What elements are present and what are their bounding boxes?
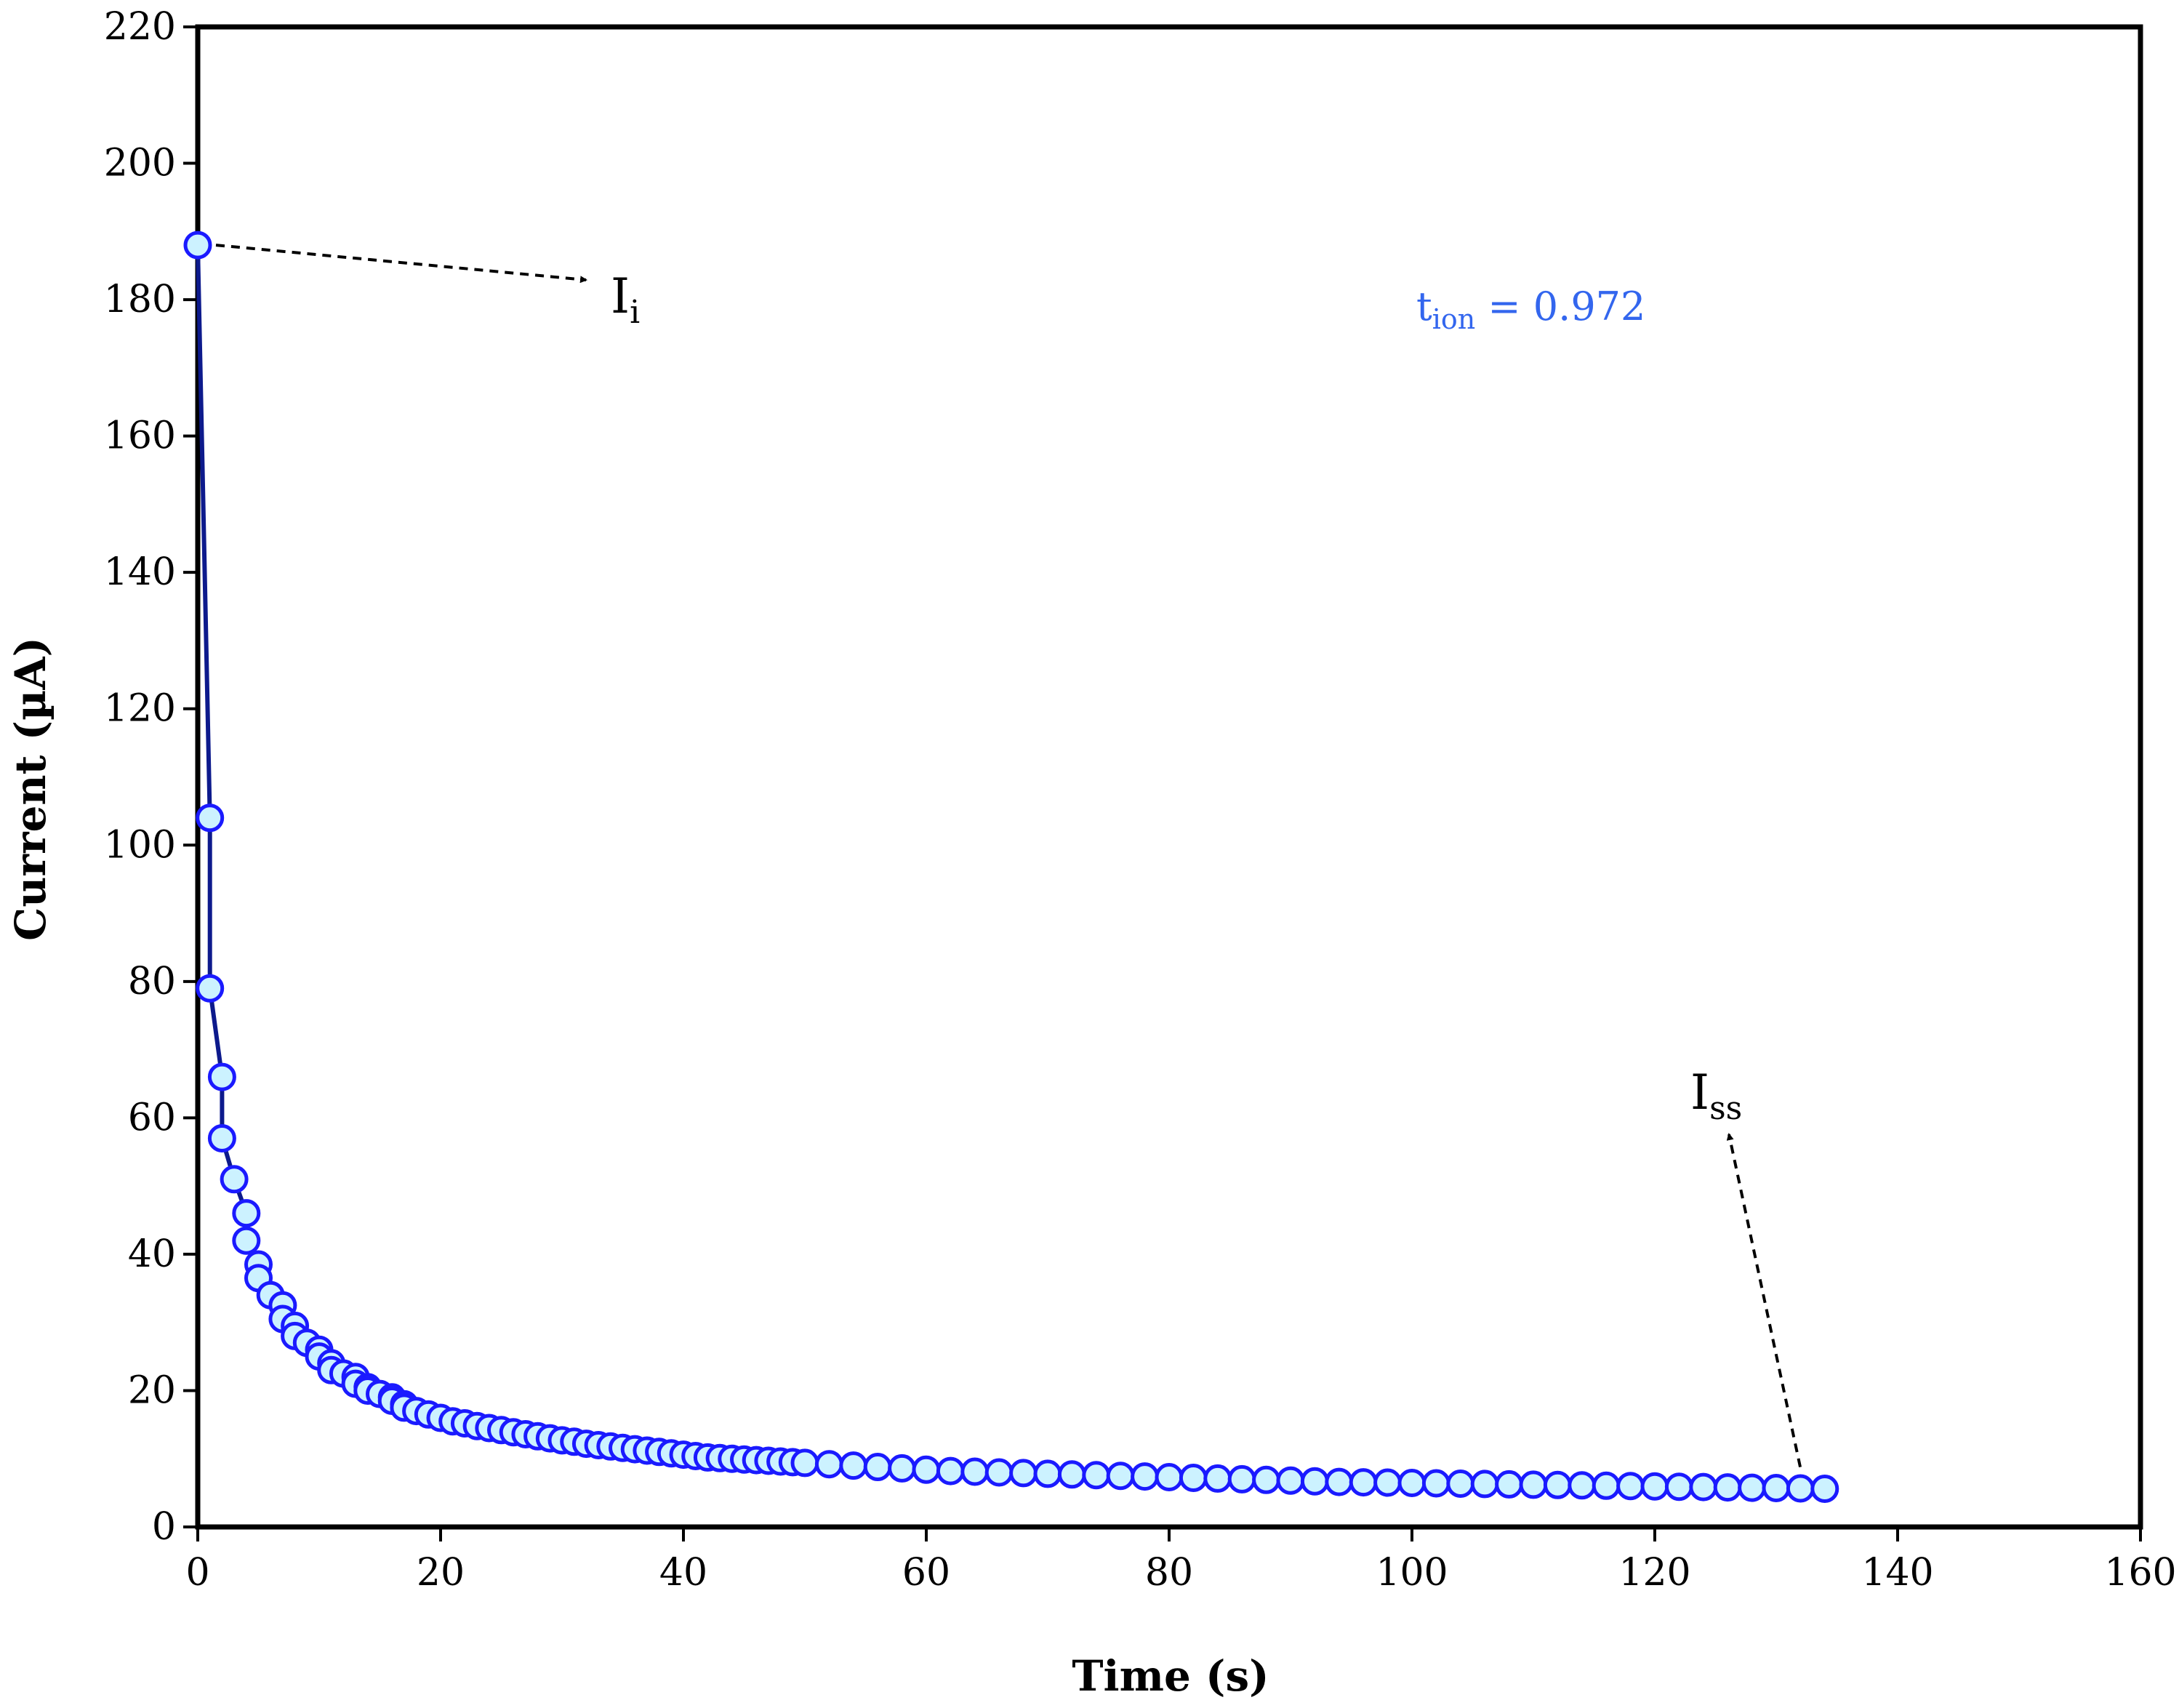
data-point: [1421, 1469, 1450, 1498]
data-point: [1738, 1473, 1767, 1502]
x-tick-label: 60: [902, 1551, 950, 1595]
y-tick-label: 40: [128, 1232, 176, 1276]
steady-state-current-arrow: [1726, 1133, 1802, 1468]
data-point: [1227, 1464, 1256, 1494]
y-axis-title: Current (µA): [6, 637, 55, 941]
data-point: [790, 1448, 819, 1478]
data-point: [1689, 1472, 1718, 1501]
data-point: [1349, 1468, 1378, 1497]
data-point: [863, 1453, 892, 1481]
data-point: [1373, 1468, 1402, 1497]
data-point: [984, 1458, 1014, 1487]
data-point: [1519, 1470, 1548, 1499]
current-series-markers: [183, 230, 1839, 1503]
data-point: [1495, 1470, 1524, 1499]
initial-current-label-sub: i: [630, 294, 640, 331]
transference-number-annotation: tion = 0.972: [1416, 284, 1645, 335]
y-axis: 0 20 40 60 80 100 120 140 160 180 200 220: [104, 5, 198, 1549]
data-point: [1592, 1471, 1621, 1500]
data-point: [232, 1199, 261, 1228]
y-tick-label: 20: [128, 1368, 176, 1412]
current-series-line: [196, 245, 1825, 1491]
data-point: [839, 1451, 868, 1480]
x-tick-label: 40: [659, 1551, 707, 1595]
data-point: [1762, 1474, 1791, 1502]
y-tick-label: 140: [104, 550, 176, 594]
data-point: [1082, 1461, 1111, 1490]
transference-number-value: = 0.972: [1475, 284, 1645, 329]
y-tick-label: 60: [128, 1096, 176, 1139]
data-point: [207, 1062, 236, 1091]
x-axis-title: Time (s): [1072, 1651, 1269, 1701]
initial-current-label: Ii: [611, 268, 640, 331]
data-point: [814, 1450, 843, 1479]
y-tick-label: 0: [152, 1505, 176, 1549]
data-point: [888, 1454, 917, 1483]
data-point: [1568, 1471, 1597, 1500]
data-point: [1203, 1464, 1232, 1493]
data-point: [1543, 1470, 1572, 1499]
x-tick-label: 80: [1145, 1551, 1193, 1595]
data-point: [1300, 1467, 1329, 1496]
data-point: [1470, 1470, 1499, 1499]
steady-state-current-label: Iss: [1690, 1065, 1742, 1127]
data-point: [1446, 1470, 1475, 1498]
steady-state-current-label-main: I: [1690, 1065, 1709, 1120]
data-point: [936, 1456, 965, 1486]
data-point: [1786, 1474, 1815, 1503]
data-point: [1106, 1462, 1135, 1491]
data-point: [232, 1226, 261, 1255]
data-point: [1033, 1459, 1062, 1488]
data-point: [183, 230, 212, 260]
data-point: [220, 1165, 249, 1194]
data-point: [1397, 1469, 1426, 1497]
data-point: [1179, 1464, 1208, 1492]
y-tick-label: 200: [104, 142, 176, 185]
data-point: [1252, 1465, 1281, 1494]
x-tick-label: 160: [2104, 1551, 2176, 1595]
x-tick-label: 100: [1376, 1551, 1448, 1595]
data-point: [1810, 1475, 1839, 1503]
initial-current-arrow: [215, 244, 587, 284]
data-point: [1057, 1460, 1086, 1489]
x-tick-label: 140: [1861, 1551, 1933, 1595]
transference-number-symbol: t: [1416, 284, 1432, 329]
data-point: [1640, 1472, 1669, 1501]
initial-current-label-main: I: [611, 268, 630, 324]
x-axis: 0 20 40 60 80 100 120 140 160: [185, 1527, 2177, 1595]
data-point: [1155, 1463, 1184, 1491]
y-tick-label: 80: [128, 960, 176, 1003]
y-tick-label: 100: [104, 823, 176, 867]
y-tick-label: 180: [104, 278, 176, 321]
data-point: [1664, 1472, 1693, 1501]
data-point: [1131, 1462, 1160, 1491]
data-point: [1713, 1473, 1742, 1502]
data-point: [207, 1124, 236, 1152]
data-point: [196, 803, 225, 833]
steady-state-current-label-sub: ss: [1709, 1090, 1742, 1127]
data-point: [1325, 1467, 1354, 1496]
x-tick-label: 0: [185, 1551, 209, 1595]
data-point: [1276, 1466, 1305, 1495]
data-point: [196, 974, 225, 1003]
x-tick-label: 20: [417, 1551, 465, 1595]
y-tick-label: 160: [104, 414, 176, 458]
plot-area-frame: [195, 24, 2143, 1530]
y-tick-label: 220: [104, 5, 176, 49]
x-tick-label: 120: [1618, 1551, 1690, 1595]
data-point: [960, 1457, 990, 1486]
data-point: [1009, 1459, 1038, 1488]
transference-number-subscript: ion: [1432, 303, 1476, 335]
y-tick-label: 120: [104, 687, 176, 731]
data-point: [912, 1455, 941, 1484]
data-point: [1616, 1472, 1645, 1501]
